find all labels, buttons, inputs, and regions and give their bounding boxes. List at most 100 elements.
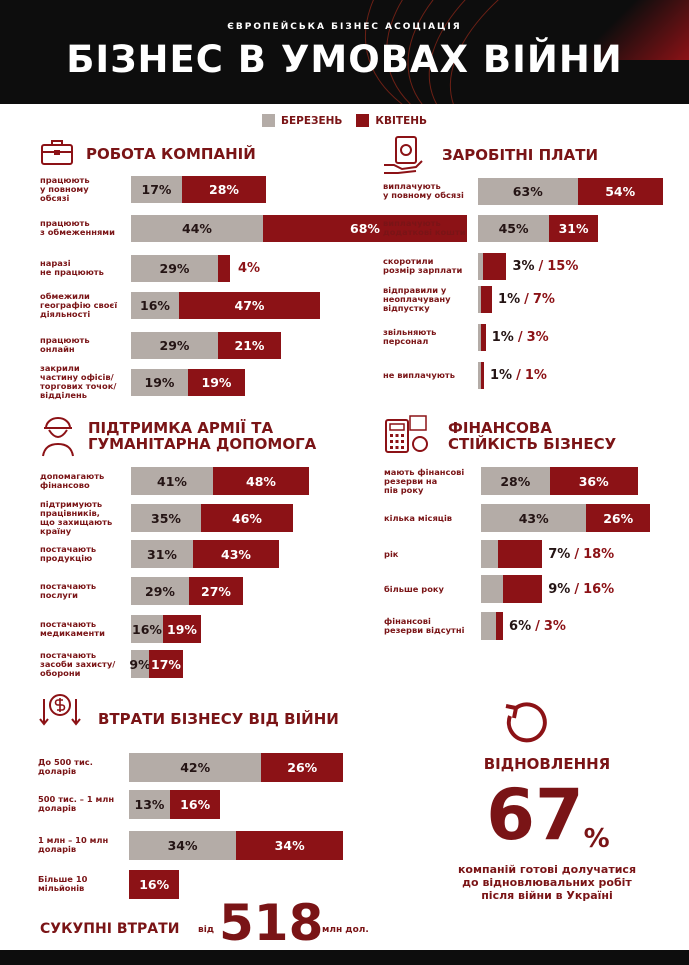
legend: БЕРЕЗЕНЬ КВІТЕНЬ: [0, 114, 689, 127]
companies-april-bar: [218, 254, 230, 282]
companies-category-label: працюють онлайн: [40, 335, 90, 354]
wages-category-label: не виплачують: [383, 369, 455, 380]
losses-april-bar: 26%: [261, 752, 344, 782]
companies-march-bar: 29%: [131, 254, 218, 282]
army-march-bar: 16%: [131, 615, 163, 643]
companies-april-bar: 19%: [188, 368, 245, 396]
companies-category-label: працюють з обмеженнями: [40, 218, 115, 237]
wages-bar-row: 45% 31%: [478, 214, 599, 242]
army-april-bar: 17%: [149, 650, 183, 678]
finance-march-bar: 28%: [481, 467, 550, 495]
org-name: ЄВРОПЕЙСЬКА БІЗНЕС АСОЦІАЦІЯ: [227, 22, 462, 32]
losses-bar-row: 34% 34%: [129, 830, 344, 860]
wages-value-label: 1%/3%: [491, 329, 549, 345]
army-category-label: постачають послуги: [40, 581, 97, 600]
recovery-title: ВІДНОВЛЕННЯ: [483, 755, 611, 773]
losses-category-label: Більше 10 мільйонів: [38, 874, 88, 893]
wages-april-bar: [481, 323, 486, 351]
wages-value-label: 3%/15%: [512, 258, 579, 274]
finance-category-label: фінансові резерви відсутні: [384, 616, 465, 635]
refresh-icon: [505, 702, 547, 743]
finance-bar-row: [481, 612, 504, 640]
army-category-label: постачають засоби захисту/ оборони: [40, 649, 116, 678]
wages-category-label: звільняють персонал: [383, 327, 437, 346]
army-march-bar: 9%: [129, 650, 151, 678]
wages-category-label: скоротили розмір зарплати: [383, 256, 463, 275]
wages-april-bar: [481, 285, 493, 313]
companies-value-label: 4%: [238, 260, 261, 276]
finance-march-bar: 43%: [481, 504, 587, 532]
wages-bar-row: [478, 361, 484, 389]
wages-march-bar: 45%: [478, 214, 550, 242]
army-title: ПІДТРИМКА АРМІЇ ТА ГУМАНІТАРНА ДОПОМОГА: [88, 419, 317, 453]
companies-category-label: працюють у повному обсязі: [40, 174, 90, 203]
recovery-text: компаній готові долучатися до відновлюва…: [457, 863, 637, 902]
calculator-icon: [385, 415, 428, 453]
wages-value-label: 1%/1%: [490, 367, 547, 383]
finance-bar-row: [481, 575, 543, 603]
companies-april-bar: 68%: [263, 214, 467, 242]
wages-bar-row: [478, 252, 507, 280]
army-april-bar: 46%: [201, 504, 293, 532]
army-bar-row: 31% 43%: [131, 540, 279, 568]
finance-april-bar: 36%: [549, 467, 638, 495]
companies-bar-row: 44% 68%: [131, 214, 467, 242]
losses-march-bar: 34%: [129, 830, 237, 860]
army-april-bar: 48%: [213, 467, 309, 495]
losses-april-bar: 16%: [129, 869, 180, 899]
wages-april-bar: 54%: [577, 177, 663, 205]
losses-category-label: 1 млн – 10 млн доларів: [38, 835, 109, 854]
total-losses-value: 518: [219, 894, 324, 952]
army-april-bar: 19%: [163, 615, 201, 643]
losses-april-bar: 34%: [236, 830, 344, 860]
wages-march-bar: [478, 285, 481, 313]
money-down-icon: [39, 694, 81, 726]
army-bar-row: 35% 46%: [131, 504, 293, 532]
companies-category-label: обмежили географію своєї діяльності: [40, 290, 118, 319]
header-banner: ЄВРОПЕЙСЬКА БІЗНЕС АСОЦІАЦІЯ БІЗНЕС В УМ…: [0, 0, 689, 104]
wages-bar-row: 63% 54%: [478, 177, 663, 205]
wages-category-label: виплачують у повному обсязі: [383, 181, 464, 200]
finance-april-bar: [498, 540, 543, 568]
companies-bar-row: 17% 28%: [131, 175, 266, 203]
companies-bar-row: 29% 21%: [131, 331, 281, 359]
army-april-bar: 27%: [189, 577, 243, 605]
wages-bar-row: [478, 323, 486, 351]
army-bar-row: 41% 48%: [131, 467, 309, 495]
recovery-value: 67%: [486, 774, 610, 856]
army-march-bar: 29%: [131, 577, 189, 605]
money-hand-icon: [384, 136, 423, 174]
companies-bar-row: 29%: [131, 254, 230, 282]
finance-april-bar: [495, 612, 504, 640]
finance-value-label: 6%/3%: [509, 618, 566, 634]
finance-bar-row: [481, 540, 543, 568]
losses-bar-row: 16%: [129, 869, 180, 899]
companies-category-label: наразі не працюють: [40, 258, 104, 277]
wages-march-bar: 63%: [478, 177, 578, 205]
finance-category-label: мають фінансові резерви на пів року: [384, 466, 465, 495]
companies-march-bar: 44%: [131, 214, 263, 242]
losses-category-label: 500 тис. – 1 млн доларів: [38, 794, 115, 813]
briefcase-icon: [41, 140, 73, 165]
total-losses-unit: млн дол.: [322, 925, 369, 935]
finance-value-label: 7%/18%: [548, 546, 615, 562]
wages-march-bar: [478, 361, 481, 389]
finance-april-bar: [503, 575, 543, 603]
companies-april-bar: 21%: [218, 331, 281, 359]
army-april-bar: 43%: [193, 540, 279, 568]
finance-category-label: більше року: [384, 583, 444, 594]
army-march-bar: 31%: [131, 540, 193, 568]
companies-march-bar: 29%: [131, 331, 218, 359]
army-category-label: допомагають фінансово: [40, 471, 105, 490]
soldier-icon: [42, 417, 74, 457]
page-title: БІЗНЕС В УМОВАХ ВІЙНИ: [66, 38, 623, 81]
companies-march-bar: 16%: [131, 291, 179, 319]
finance-march-bar: [481, 575, 504, 603]
companies-category-label: закрили частину офісів/ торгових точок/ …: [40, 363, 117, 400]
companies-title: РОБОТА КОМПАНІЙ: [86, 145, 256, 163]
wages-april-bar: [481, 361, 484, 389]
finance-category-label: кілька місяців: [384, 512, 453, 523]
army-category-label: підтримують працівників, що захищають кр…: [40, 499, 113, 536]
finance-bar-row: 43% 26%: [481, 504, 651, 532]
footer-bar: [0, 950, 689, 965]
